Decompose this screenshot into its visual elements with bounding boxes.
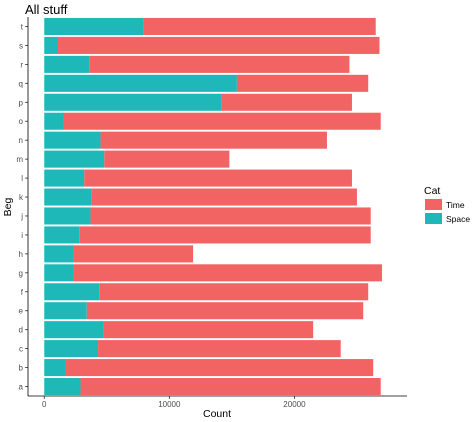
bar-q-space — [44, 74, 237, 92]
legend-swatch-space — [425, 213, 442, 224]
bar-g-time — [73, 264, 382, 282]
bar-e-time — [86, 302, 364, 320]
bar-q-time — [236, 74, 369, 92]
bar-c-space — [44, 340, 99, 358]
bar-m-space — [44, 150, 105, 168]
y-tick-label: s — [19, 41, 23, 50]
bar-s-space — [44, 36, 59, 54]
y-tick-label: c — [19, 345, 23, 354]
bar-s-time — [58, 36, 380, 54]
legend-label-space: Space — [446, 214, 470, 224]
legend-label-time: Time — [446, 200, 465, 210]
bar-o-time — [63, 112, 381, 130]
y-tick-label: b — [19, 364, 24, 373]
bar-p-space — [44, 93, 222, 111]
y-tick-label: i — [21, 231, 23, 240]
bar-h-space — [44, 245, 74, 263]
bar-a-space — [44, 378, 81, 396]
bar-d-time — [103, 321, 314, 339]
bar-f-time — [99, 283, 369, 301]
y-tick-label: r — [20, 60, 23, 69]
bar-j-space — [44, 207, 91, 225]
legend-swatch-time — [425, 199, 442, 210]
bar-p-time — [221, 93, 352, 111]
y-tick-label: h — [19, 250, 23, 259]
chart-title: All stuff — [25, 2, 68, 17]
y-tick-label: j — [20, 212, 23, 221]
y-tick-label: d — [19, 326, 23, 335]
y-tick-label: q — [19, 79, 23, 88]
bar-i-space — [44, 226, 80, 244]
x-tick-label: 0 — [42, 400, 47, 409]
bar-d-space — [44, 321, 104, 339]
bar-l-space — [44, 169, 85, 187]
bar-t-space — [44, 17, 144, 35]
bar-l-time — [84, 169, 352, 187]
bar-g-space — [44, 264, 74, 282]
x-tick-label: 20000 — [283, 400, 306, 409]
bar-k-time — [91, 188, 357, 206]
bar-b-time — [65, 359, 374, 377]
bar-r-space — [44, 55, 90, 73]
bar-f-space — [44, 283, 100, 301]
legend: Cat Time Space — [424, 185, 470, 224]
y-tick-label: k — [19, 193, 24, 202]
legend-title: Cat — [424, 185, 440, 197]
bar-c-time — [98, 340, 341, 358]
bar-t-time — [143, 17, 376, 35]
y-tick-label: o — [19, 117, 24, 126]
x-axis-ticks: 0 10000 20000 — [42, 396, 306, 409]
x-tick-label: 10000 — [158, 400, 181, 409]
bar-i-time — [79, 226, 371, 244]
y-tick-label: f — [21, 288, 24, 297]
y-axis-ticks: a b c d e f g h i j k l m n o p q r s t — [16, 22, 28, 392]
y-tick-label: m — [16, 155, 23, 164]
y-tick-label: l — [21, 174, 23, 183]
bars-group — [44, 17, 382, 396]
y-axis-title: Beg — [2, 198, 14, 217]
bar-k-space — [44, 188, 92, 206]
y-tick-label: g — [19, 269, 23, 278]
bar-r-time — [89, 55, 350, 73]
bar-a-time — [80, 378, 381, 396]
x-axis-title: Count — [203, 408, 231, 420]
bar-b-space — [44, 359, 66, 377]
bar-o-space — [44, 112, 64, 130]
y-tick-label: e — [19, 307, 24, 316]
y-tick-label: n — [19, 136, 23, 145]
bar-m-time — [104, 150, 230, 168]
bar-n-time — [100, 131, 327, 149]
bar-n-space — [44, 131, 101, 149]
bar-j-time — [90, 207, 371, 225]
y-tick-label: t — [21, 22, 24, 31]
y-tick-label: a — [19, 383, 24, 392]
y-tick-label: p — [19, 98, 24, 107]
bar-e-space — [44, 302, 87, 320]
bar-h-time — [73, 245, 194, 263]
